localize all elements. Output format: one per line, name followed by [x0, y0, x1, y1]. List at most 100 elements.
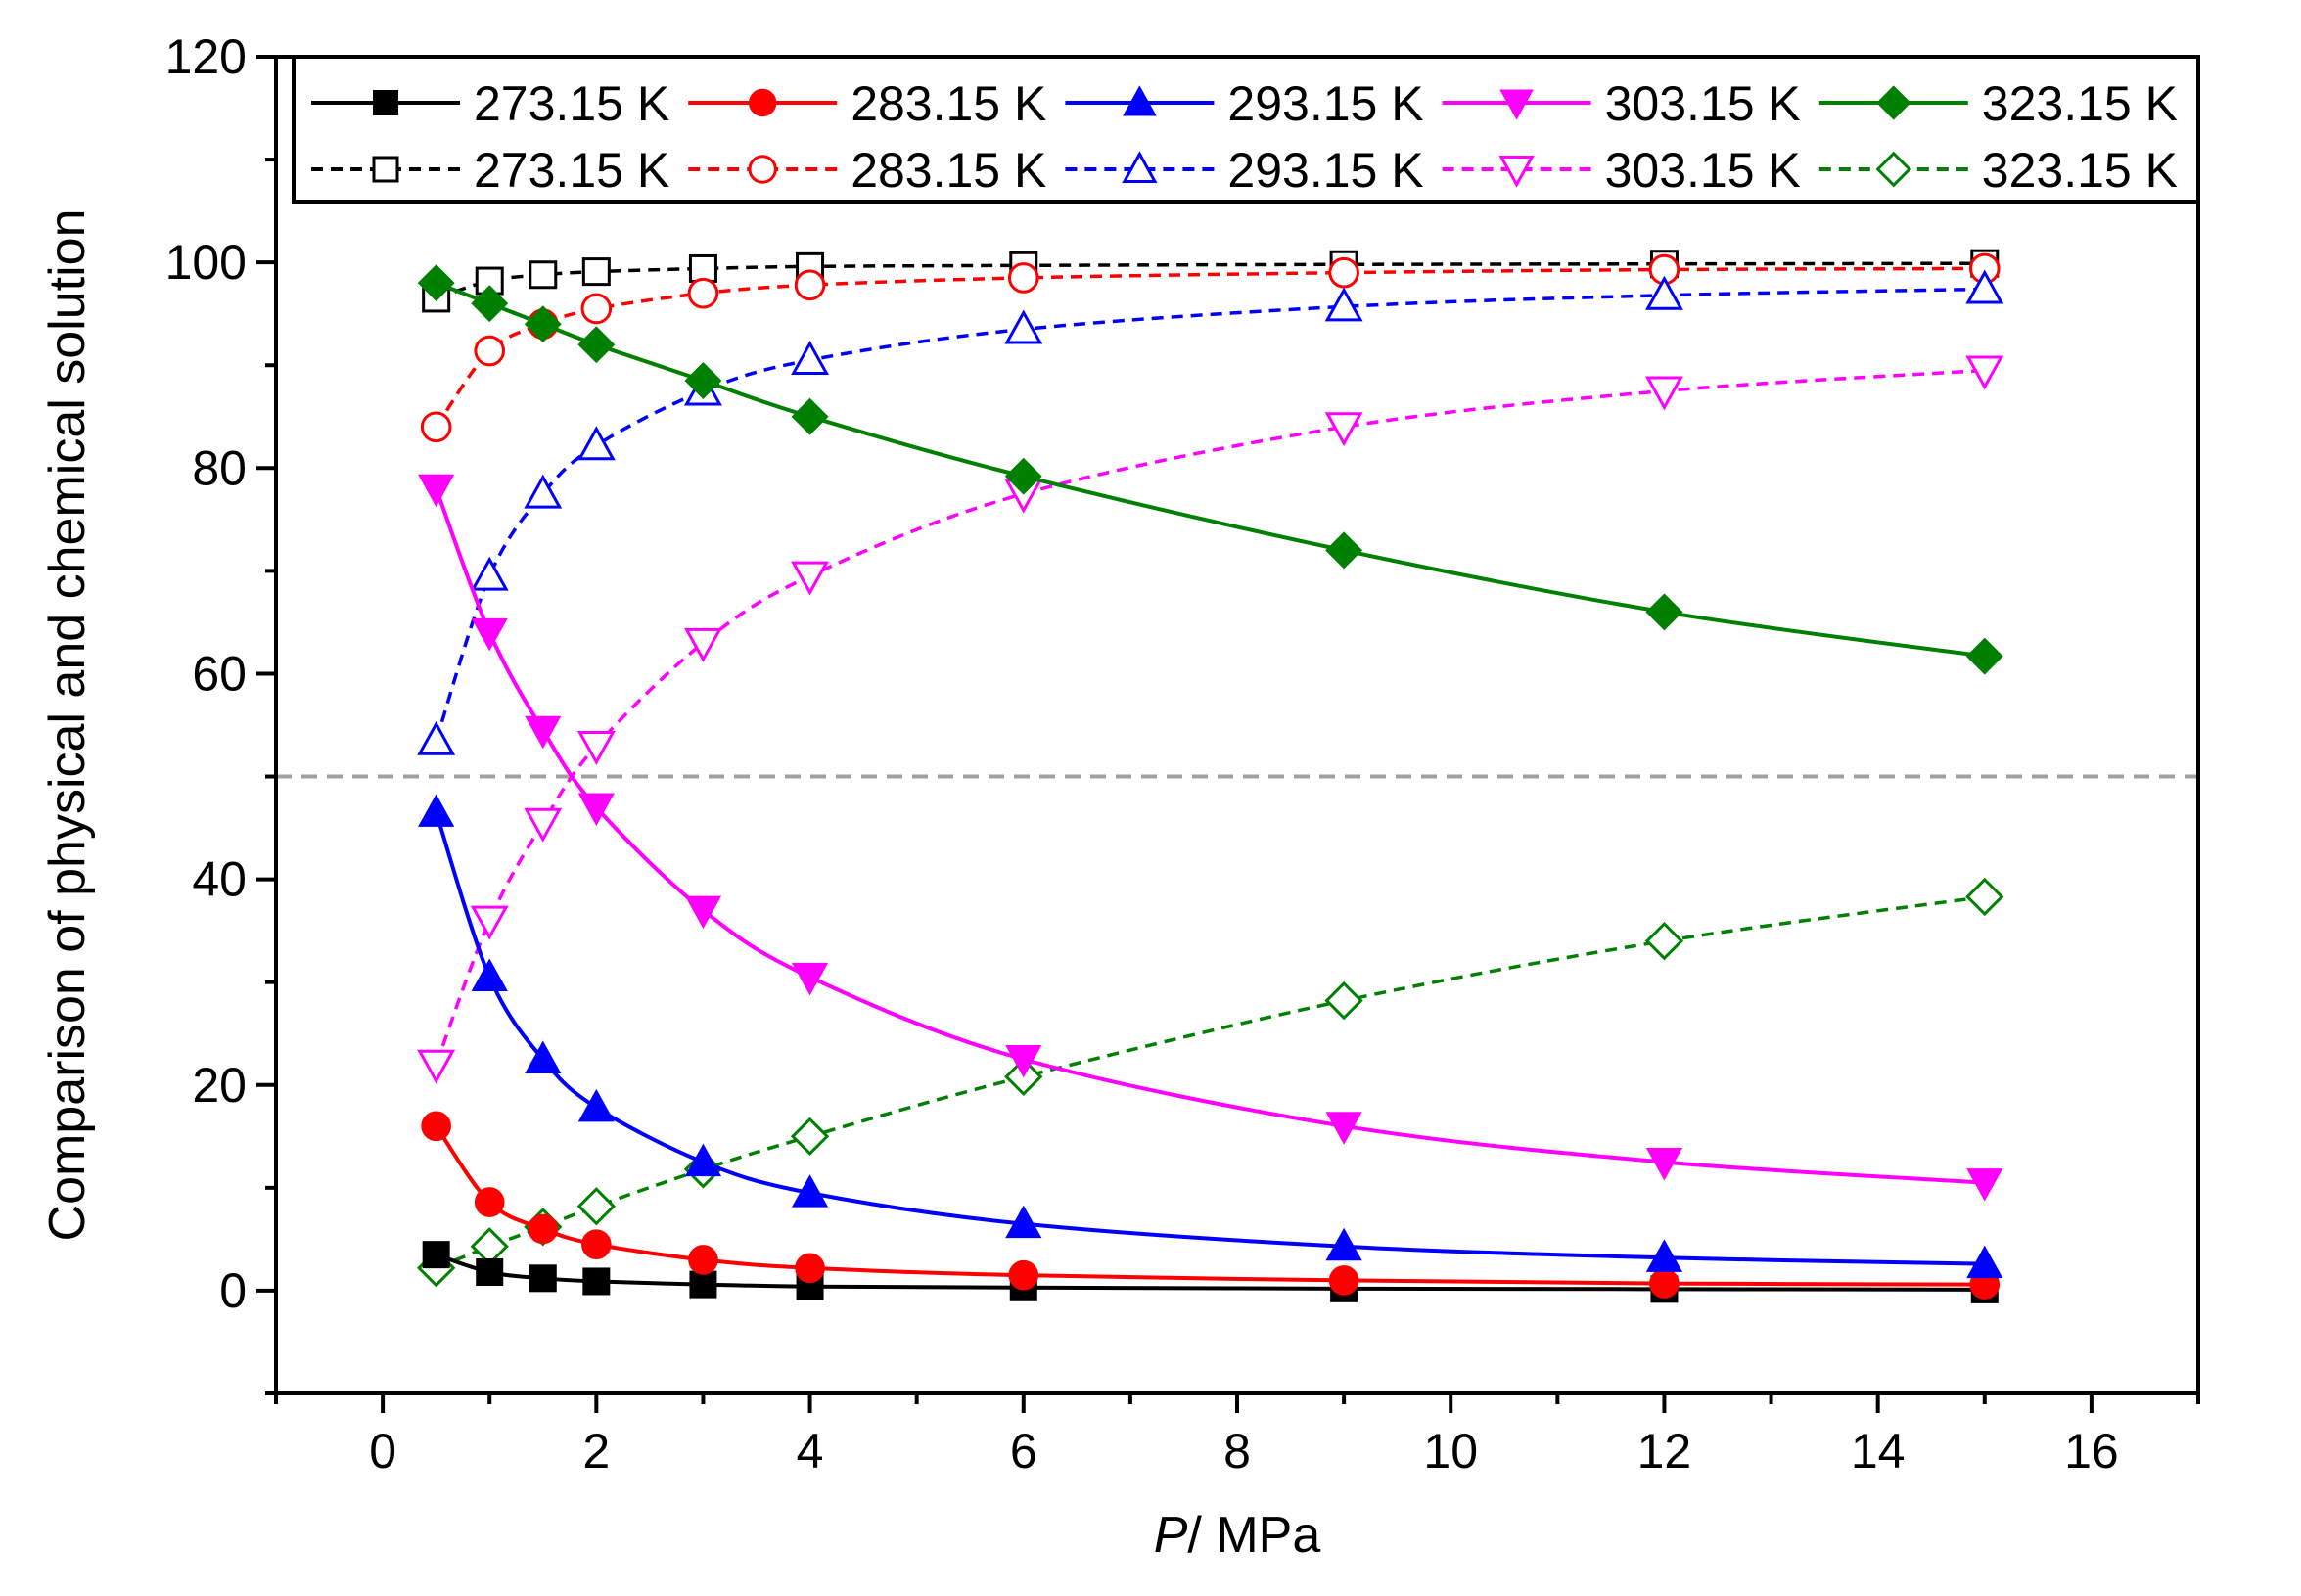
data-point: [1966, 1245, 2003, 1279]
data-point: [417, 720, 456, 755]
data-point: [791, 340, 830, 375]
data-point: [687, 277, 719, 309]
data-point: [1644, 275, 1683, 310]
y-tick-label: 20: [192, 1058, 247, 1113]
legend-label: 283.15 K: [851, 143, 1046, 198]
x-tick-label: 2: [582, 1424, 610, 1479]
data-point: [1966, 1168, 2003, 1202]
data-point: [1965, 269, 2004, 304]
data-point: [529, 260, 558, 290]
y-tick-label: 40: [192, 852, 247, 907]
legend-marker: [749, 88, 777, 117]
data-point: [525, 1040, 562, 1074]
x-tick-label: 4: [797, 1424, 824, 1479]
data-point: [791, 1174, 829, 1208]
data-point: [790, 1117, 830, 1156]
legend-marker: [1122, 151, 1158, 183]
data-point: [1005, 1205, 1042, 1239]
data-point: [1008, 1259, 1039, 1291]
data-point: [577, 793, 615, 827]
data-point: [1324, 287, 1363, 322]
data-point: [1965, 877, 2004, 917]
legend-item: 273.15 K: [311, 143, 669, 198]
series-physical-293-15-K: [418, 794, 2003, 1279]
data-point: [684, 895, 722, 930]
series-chemical-323-15-K: [416, 877, 2004, 1288]
data-point: [1324, 980, 1363, 1021]
legend-marker: [373, 90, 398, 115]
data-point: [582, 1267, 611, 1296]
legend-marker: [1876, 85, 1911, 120]
data-point: [471, 285, 509, 323]
legend-item: 283.15 K: [688, 76, 1046, 131]
legend-item: 303.15 K: [1442, 76, 1801, 131]
legend-box: [292, 55, 2200, 204]
series-layer: [416, 249, 2004, 1303]
data-point: [1645, 1148, 1683, 1181]
data-point: [1325, 1227, 1362, 1261]
data-point: [524, 305, 562, 343]
data-point: [688, 1245, 718, 1275]
legend-marker: [1498, 156, 1535, 188]
data-point: [684, 1143, 722, 1177]
y-tick-label: 120: [165, 29, 247, 84]
legend-label: 273.15 K: [474, 76, 669, 131]
legend-item: 303.15 K: [1442, 143, 1801, 198]
series-chemical-303-15-K: [417, 355, 2004, 1084]
data-point: [576, 1187, 617, 1226]
data-point: [1965, 355, 2004, 390]
data-point: [421, 1111, 451, 1142]
series-line: [435, 368, 1985, 1066]
data-point: [683, 627, 722, 662]
data-point: [1644, 376, 1683, 411]
data-point: [1325, 531, 1363, 570]
data-point: [1004, 309, 1043, 344]
legend-item: 293.15 K: [1065, 76, 1424, 131]
data-point: [1965, 637, 2003, 675]
data-point: [417, 1049, 456, 1084]
x-axis-title-unit: / MPa: [1187, 1507, 1320, 1564]
x-tick-label: 6: [1010, 1424, 1037, 1479]
series-chemical-283-15-K: [420, 252, 2001, 443]
data-point: [577, 326, 616, 364]
data-point: [417, 264, 455, 302]
data-point: [791, 962, 829, 996]
legend-label: 303.15 K: [1605, 143, 1801, 198]
data-point: [795, 1253, 825, 1284]
legend-marker: [1875, 151, 1912, 188]
data-point: [1007, 262, 1039, 294]
data-point: [791, 561, 830, 596]
data-point: [1328, 1265, 1359, 1296]
data-point: [576, 730, 616, 766]
data-point: [580, 293, 613, 325]
legend-label: 323.15 K: [1982, 143, 2178, 198]
y-tick-label: 80: [192, 440, 247, 495]
y-tick-label: 100: [165, 235, 247, 290]
legend-marker: [1123, 85, 1157, 116]
data-point: [1645, 1239, 1683, 1272]
legend-label: 303.15 K: [1605, 76, 1801, 131]
data-point: [470, 556, 509, 591]
data-point: [418, 794, 455, 827]
data-point: [576, 426, 616, 461]
data-point: [1644, 921, 1684, 961]
legend-marker: [1499, 89, 1534, 120]
data-point: [794, 269, 826, 301]
data-point: [528, 1213, 559, 1245]
data-point: [1328, 256, 1359, 289]
y-tick-label: 60: [192, 646, 247, 701]
y-tick-label: 0: [219, 1263, 247, 1318]
data-point: [525, 715, 562, 750]
data-point: [1645, 593, 1683, 631]
x-axis-title: P/ MPa: [1154, 1507, 1321, 1564]
data-point: [1324, 412, 1363, 447]
data-point: [524, 474, 563, 509]
data-point: [581, 1229, 612, 1259]
data-point: [418, 474, 455, 508]
x-tick-label: 12: [1637, 1424, 1692, 1479]
data-point: [475, 266, 504, 296]
data-point: [581, 257, 611, 287]
data-point: [476, 1258, 504, 1287]
legend-item: 293.15 K: [1065, 143, 1424, 198]
